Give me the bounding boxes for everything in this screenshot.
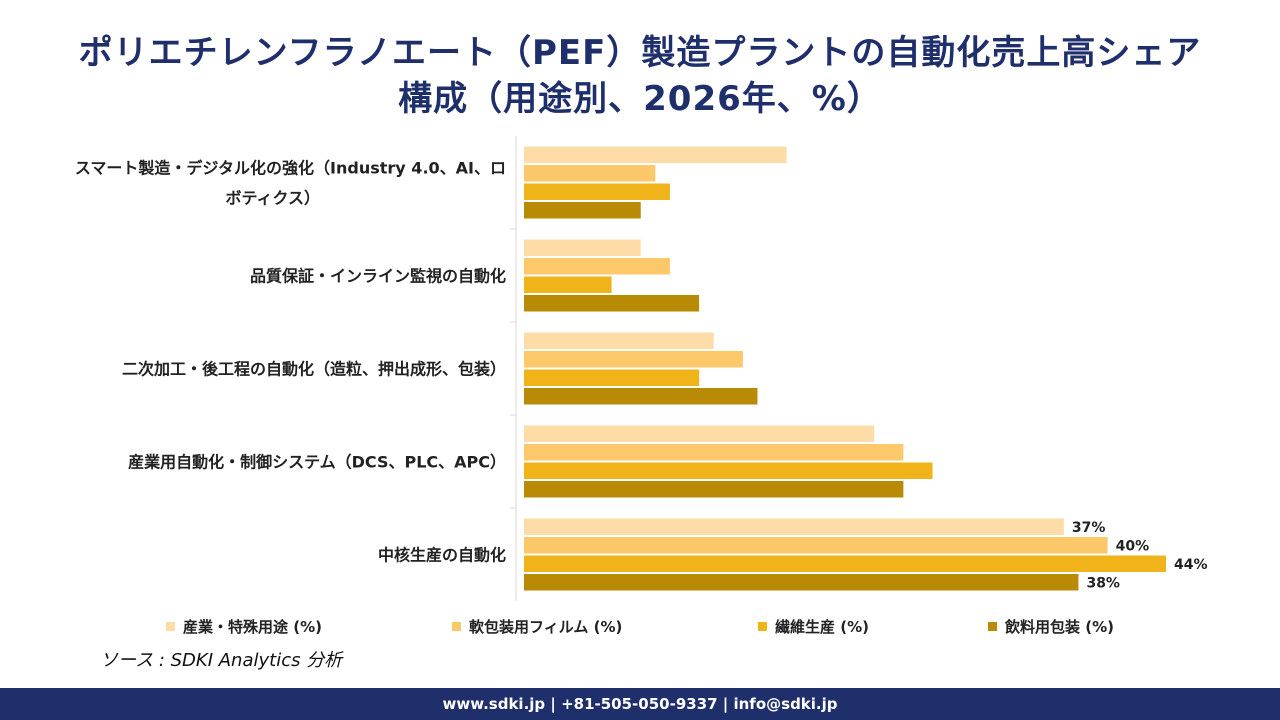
category-label: 中核生産の自動化 (378, 546, 506, 565)
bar (524, 276, 612, 293)
data-label: 40% (1116, 538, 1150, 554)
chart-title: ポリエチレンフラノエート（PEF）製造プラントの自動化売上高シェア 構成（用途別… (0, 30, 1280, 122)
bar (524, 351, 743, 368)
bar (524, 518, 1064, 535)
legend-label-fiber: 繊維生産 (%) (775, 618, 869, 636)
bar (524, 425, 875, 442)
data-label: 38% (1086, 575, 1120, 591)
legend-swatch-industrial (166, 622, 175, 631)
category-label-line: 品質保証・インライン監視の自動化 (250, 267, 506, 286)
footer-contact: www.sdki.jp | +81-505-050-9337 | info@sd… (442, 695, 838, 713)
source-note: ソース : SDKI Analytics 分析 (100, 650, 343, 671)
bar (524, 146, 787, 163)
bar (524, 444, 904, 461)
category-label: 二次加工・後工程の自動化（造粒、押出成形、包装） (122, 360, 506, 379)
category-label-line: ボティクス） (225, 189, 320, 208)
bar (524, 183, 670, 200)
bar (524, 537, 1108, 554)
legend-item-beverage: 飲料用包装 (%) (988, 616, 1114, 637)
data-label: 44% (1174, 557, 1208, 573)
category-label-line: 産業用自動化・制御システム（DCS、PLC、APC） (128, 453, 506, 472)
bar (524, 574, 1079, 591)
footer-bar: www.sdki.jp | +81-505-050-9337 | info@sd… (0, 688, 1280, 720)
legend-item-fiber: 繊維生産 (%) (758, 616, 869, 637)
bar (524, 295, 700, 312)
bar (524, 369, 700, 386)
legend-swatch-beverage (988, 622, 997, 631)
bar (524, 258, 670, 275)
legend-swatch-fiber (758, 622, 767, 631)
legend-label-industrial: 産業・特殊用途 (%) (183, 618, 322, 636)
category-label-line: 二次加工・後工程の自動化（造粒、押出成形、包装） (122, 360, 506, 379)
legend-item-industrial: 産業・特殊用途 (%) (166, 616, 322, 637)
legend-item-flexible-film: 軟包装用フィルム (%) (452, 616, 622, 637)
legend-swatch-flexible-film (452, 622, 461, 631)
bar (524, 239, 641, 256)
category-label: 産業用自動化・制御システム（DCS、PLC、APC） (128, 453, 506, 472)
bar (524, 202, 641, 219)
category-label-line: 中核生産の自動化 (378, 546, 506, 565)
category-label: 品質保証・インライン監視の自動化 (250, 267, 506, 286)
chart-title-line-2: 構成（用途別、2026年、%） (398, 79, 882, 119)
chart-title-line-1: ポリエチレンフラノエート（PEF）製造プラントの自動化売上高シェア (78, 33, 1202, 73)
legend-label-flexible-film: 軟包装用フィルム (%) (469, 618, 623, 636)
legend: 産業・特殊用途 (%) 軟包装用フィルム (%) 繊維生産 (%) 飲料用包装 … (0, 616, 1280, 636)
bar (524, 462, 933, 479)
category-label: スマート製造・デジタル化の強化（Industry 4.0、AI、ロボティクス） (75, 159, 506, 208)
bar (524, 332, 714, 349)
bar (524, 481, 904, 498)
bar (524, 555, 1166, 572)
bar (524, 165, 656, 182)
category-label-line: スマート製造・デジタル化の強化（Industry 4.0、AI、ロ (75, 159, 506, 178)
data-label: 37% (1072, 520, 1106, 536)
bar (524, 388, 758, 405)
legend-label-beverage: 飲料用包装 (%) (1005, 618, 1114, 636)
